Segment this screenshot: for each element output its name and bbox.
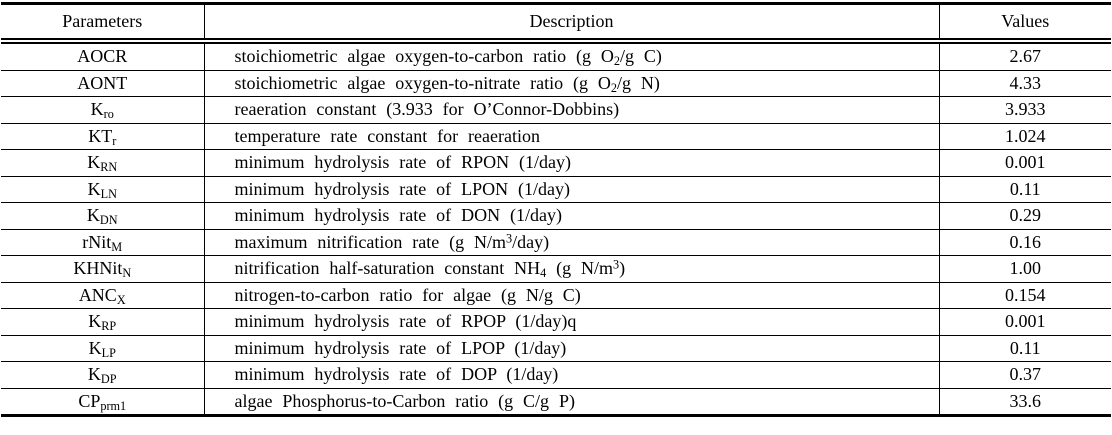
value-cell: 0.11 [939,335,1111,362]
table-row: KLN minimum hydrolysis rate of LPON (1/da… [1,176,1111,203]
description-cell: minimum hydrolysis rate of RPOP (1/day)q [204,308,940,336]
value-cell: 0.001 [939,308,1111,336]
col-header-values: Values [939,3,1111,44]
table-row: KRN minimum hydrolysis rate of RPON (1/da… [1,149,1111,177]
col-header-description: Description [204,3,940,44]
description-cell: minimum hydrolysis rate of LPOP (1/day) [204,335,940,362]
table-row: KRP minimum hydrolysis rate of RPOP (1/da… [1,308,1111,336]
col-header-parameters: Parameters [1,3,205,44]
description-cell: minimum hydrolysis rate of DOP (1/day) [204,361,940,389]
table-row: KDP minimum hydrolysis rate of DOP (1/day… [1,361,1111,389]
table-row: Kro reaeration constant (3.933 for O’Conn… [1,96,1111,124]
parameter-cell: KLN [1,176,205,203]
parameter-cell: KRP [1,308,205,336]
description-cell: algae Phosphorus-to-Carbon ratio (g C/g … [204,388,940,416]
table-row: KLP minimum hydrolysis rate of LPOP (1/da… [1,335,1111,362]
value-cell: 33.6 [939,388,1111,416]
description-cell: stoichiometric algae oxygen-to-carbon ra… [204,41,940,71]
table-row: ANCX nitrogen-to-carbon ratio for algae (… [1,282,1111,309]
parameter-cell: ANCX [1,282,205,309]
description-cell: nitrification half-saturation constant N… [204,255,940,283]
value-cell: 3.933 [939,96,1111,124]
parameter-cell: CPprm1 [1,388,205,416]
parameter-cell: KLP [1,335,205,362]
value-cell: 1.00 [939,255,1111,283]
description-cell: minimum hydrolysis rate of LPON (1/day) [204,176,940,203]
value-cell: 0.001 [939,149,1111,177]
table-row: rNitM maximum nitrification rate (g N/m3/… [1,229,1111,256]
parameter-cell: KDP [1,361,205,389]
parameters-table: Parameters Description Values AOCR stoich… [1,2,1111,417]
value-cell: 0.11 [939,176,1111,203]
value-cell: 0.37 [939,361,1111,389]
table-row: KHNitN nitrification half-saturation cons… [1,255,1111,283]
table-row: AONT stoichiometric algae oxygen-to-nitra… [1,70,1111,97]
value-cell: 0.154 [939,282,1111,309]
parameter-cell: KDN [1,202,205,230]
parameter-cell: KHNitN [1,255,205,283]
description-cell: minimum hydrolysis rate of RPON (1/day) [204,149,940,177]
table-row: CPprm1 algae Phosphorus-to-Carbon ratio (… [1,388,1111,416]
table-row: AOCR stoichiometric algae oxygen-to-carbo… [1,41,1111,71]
value-cell: 1.024 [939,123,1111,150]
parameter-cell: rNitM [1,229,205,256]
parameter-cell: KTr [1,123,205,150]
parameter-cell: Kro [1,96,205,124]
value-cell: 4.33 [939,70,1111,97]
parameter-cell: KRN [1,149,205,177]
header-row: Parameters Description Values [1,3,1111,44]
description-cell: temperature rate constant for reaeration [204,123,940,150]
description-cell: nitrogen-to-carbon ratio for algae (g N/… [204,282,940,309]
value-cell: 0.29 [939,202,1111,230]
table-body: AOCR stoichiometric algae oxygen-to-carbo… [1,41,1111,416]
description-cell: reaeration constant (3.933 for O’Connor-… [204,96,940,124]
table-header: Parameters Description Values [1,3,1111,44]
description-cell: maximum nitrification rate (g N/m3/day) [204,229,940,256]
table-row: KDN minimum hydrolysis rate of DON (1/day… [1,202,1111,230]
description-cell: stoichiometric algae oxygen-to-nitrate r… [204,70,940,97]
value-cell: 0.16 [939,229,1111,256]
value-cell: 2.67 [939,41,1111,71]
table-row: KTr temperature rate constant for reaerat… [1,123,1111,150]
description-cell: minimum hydrolysis rate of DON (1/day) [204,202,940,230]
parameter-cell: AONT [1,70,205,97]
parameter-cell: AOCR [1,41,205,71]
